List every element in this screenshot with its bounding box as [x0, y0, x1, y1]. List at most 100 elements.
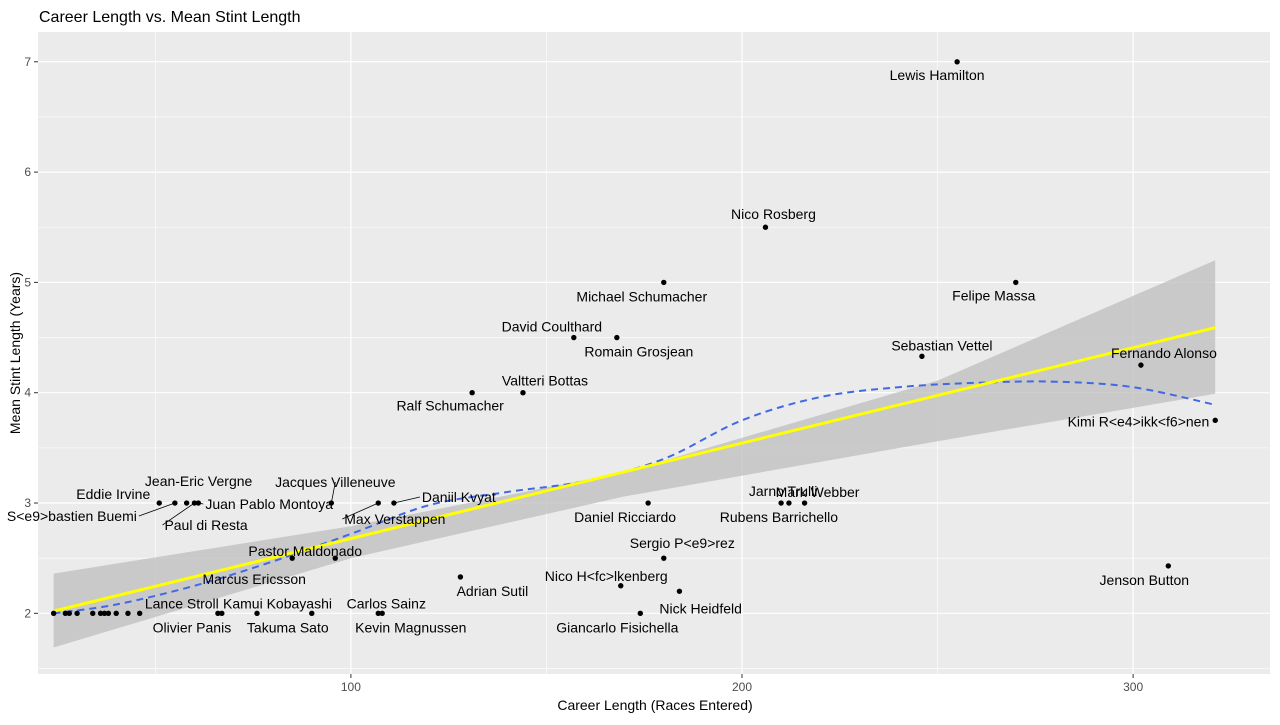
data-point	[954, 59, 960, 65]
label-leader-lines	[138, 481, 421, 526]
x-tick-label: 200	[732, 680, 752, 694]
point-label: Marcus Ericsson	[202, 571, 305, 587]
point-label: Pastor Maldonado	[248, 543, 362, 559]
data-point	[183, 500, 190, 506]
data-point	[156, 500, 162, 506]
data-point	[786, 500, 792, 506]
point-label: Daniel Ricciardo	[574, 509, 676, 525]
point-label: Lewis Hamilton	[890, 67, 985, 83]
y-tick-label: 3	[24, 496, 31, 510]
data-point	[571, 334, 577, 341]
point-label: Kamui Kobayashi	[223, 595, 332, 611]
point-label: Valtteri Bottas	[502, 373, 588, 389]
data-point	[801, 500, 808, 506]
y-tick-label: 6	[24, 165, 31, 179]
point-label: Rubens Barrichello	[720, 509, 838, 525]
chart-title: Career Length vs. Mean Stint Length	[39, 9, 301, 26]
point-label: Jacques Villeneuve	[275, 474, 396, 490]
data-point	[254, 610, 260, 617]
x-axis: 100 200 300	[341, 674, 1143, 694]
y-tick-label: 7	[24, 55, 31, 69]
label-leader	[342, 502, 379, 520]
data-point	[379, 610, 385, 617]
data-point	[328, 500, 335, 506]
point-label: Daniil Kvyat	[422, 489, 496, 505]
point-labels: Lewis Hamilton Nico Rosberg Michael Schuma…	[7, 67, 1217, 636]
data-point	[172, 500, 178, 506]
data-point	[50, 610, 57, 617]
data-point	[762, 224, 769, 230]
y-tick-label: 5	[24, 275, 31, 289]
grid-major	[38, 32, 1270, 674]
x-axis-title: Career Length (Races Entered)	[557, 697, 752, 713]
data-point	[101, 610, 108, 617]
data-point	[391, 500, 397, 506]
point-label: Jarno Trulli	[749, 483, 817, 499]
point-label: Mark Webber	[776, 484, 860, 500]
data-point	[97, 610, 104, 617]
point-label: Adrian Sutil	[457, 583, 529, 599]
point-label: Fernando Alonso	[1111, 345, 1217, 361]
data-point	[309, 610, 315, 617]
point-label: Jean-Eric Vergne	[145, 473, 253, 489]
point-label: Juan Pablo Montoya	[205, 496, 333, 512]
data-point	[191, 500, 198, 506]
point-label: Michael Schumacher	[576, 288, 707, 304]
data-point	[195, 500, 202, 506]
data-point	[614, 334, 620, 341]
data-point	[332, 555, 338, 561]
data-point	[778, 500, 784, 506]
data-points	[50, 59, 1218, 617]
data-point	[520, 390, 526, 396]
data-point	[637, 610, 644, 617]
y-axis-title: Mean Stint Length (Years)	[7, 272, 23, 434]
y-tick-label: 2	[24, 606, 31, 620]
data-point	[125, 610, 131, 617]
data-point	[1013, 279, 1019, 286]
confidence-band	[53, 260, 1216, 648]
point-label: Paul di Resta	[164, 517, 247, 533]
point-label: Nick Heidfeld	[659, 600, 741, 616]
data-point	[219, 610, 225, 617]
data-point	[375, 610, 381, 617]
point-label: Lance Stroll	[145, 595, 219, 611]
point-label: Carlos Sainz	[347, 595, 426, 611]
data-point	[661, 555, 667, 561]
point-label: David Coulthard	[502, 319, 602, 335]
label-leader	[162, 502, 195, 526]
data-point	[457, 574, 464, 580]
point-label: Kevin Magnussen	[355, 619, 466, 635]
point-label: Sebastian Vettel	[891, 337, 992, 353]
data-point	[113, 610, 119, 617]
point-label: Eddie Irvine	[76, 486, 150, 502]
label-leader	[330, 481, 336, 504]
data-point	[66, 610, 72, 617]
label-leader	[138, 502, 176, 517]
data-point	[469, 390, 475, 396]
point-label: Takuma Sato	[247, 619, 329, 635]
label-leader	[393, 496, 421, 504]
data-point	[1138, 362, 1144, 368]
data-point	[375, 500, 381, 506]
point-label: Felipe Massa	[952, 287, 1035, 303]
data-point	[62, 610, 69, 617]
data-point	[289, 555, 295, 561]
point-label: Giancarlo Fisichella	[556, 619, 678, 635]
x-tick-label: 100	[341, 680, 361, 694]
data-point	[1212, 417, 1218, 423]
data-point	[645, 500, 651, 506]
point-label: Ralf Schumacher	[396, 398, 504, 414]
data-point	[105, 610, 112, 617]
point-label: Nico Rosberg	[731, 206, 816, 222]
point-label: Sergio P<e9>rez	[630, 535, 735, 551]
point-label: Jenson Button	[1100, 572, 1190, 588]
data-point	[661, 279, 667, 286]
y-axis: 2 3 4 5 6 7	[24, 55, 38, 620]
data-point	[676, 588, 683, 594]
point-label: S<e9>bastien Buemi	[7, 508, 137, 524]
x-tick-label: 300	[1123, 680, 1143, 694]
data-point	[90, 610, 96, 617]
data-point	[215, 610, 221, 617]
point-label: Romain Grosjean	[584, 344, 693, 360]
